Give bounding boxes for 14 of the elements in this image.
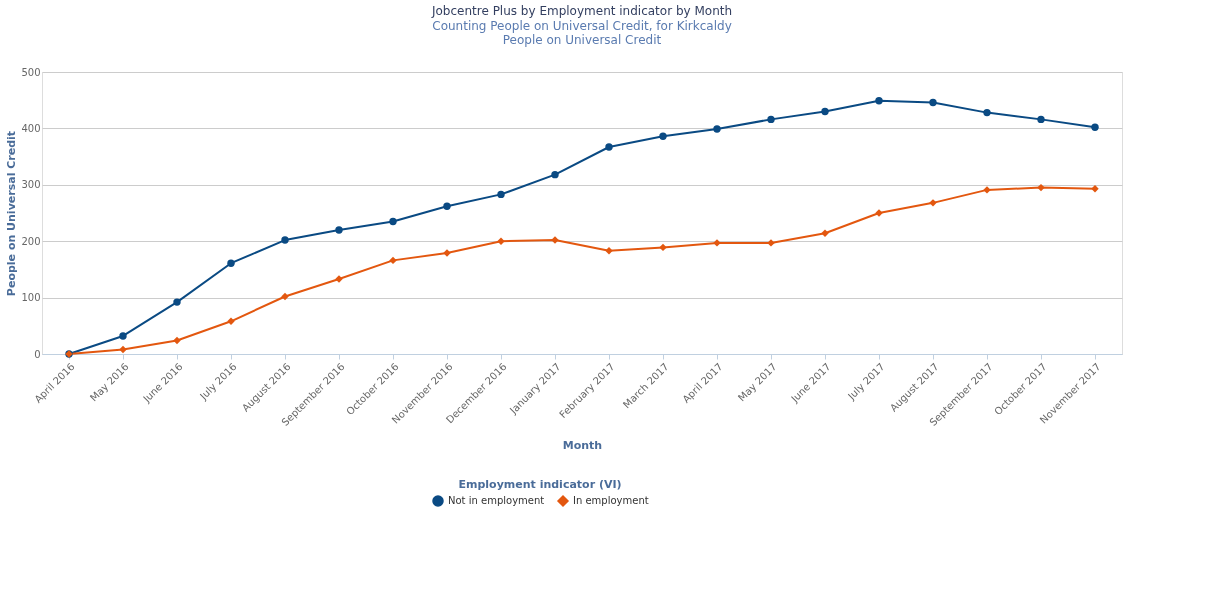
y-tick-label: 300 — [21, 179, 41, 191]
x-axis-title: Month — [562, 438, 603, 452]
chart-title: Jobcentre Plus by Employment indicator by Month — [430, 4, 733, 18]
y-tick-label: 500 — [21, 66, 41, 78]
legend-title: Employment indicator (VI) — [458, 478, 622, 491]
y-tick-label: 100 — [21, 292, 41, 304]
y-tick-label: 0 — [34, 348, 41, 360]
text: Counting People on Universal Credit, for Kirkcaldy — [432, 19, 732, 33]
text: People on Universal Credit — [502, 33, 662, 47]
legend-label: Not in employment — [448, 495, 545, 506]
y-tick-label: 400 — [21, 122, 41, 134]
legend-label: In employment — [573, 495, 649, 506]
y-axis-title: People on Universal Credit — [5, 130, 19, 297]
y-tick-label: 200 — [21, 235, 41, 247]
